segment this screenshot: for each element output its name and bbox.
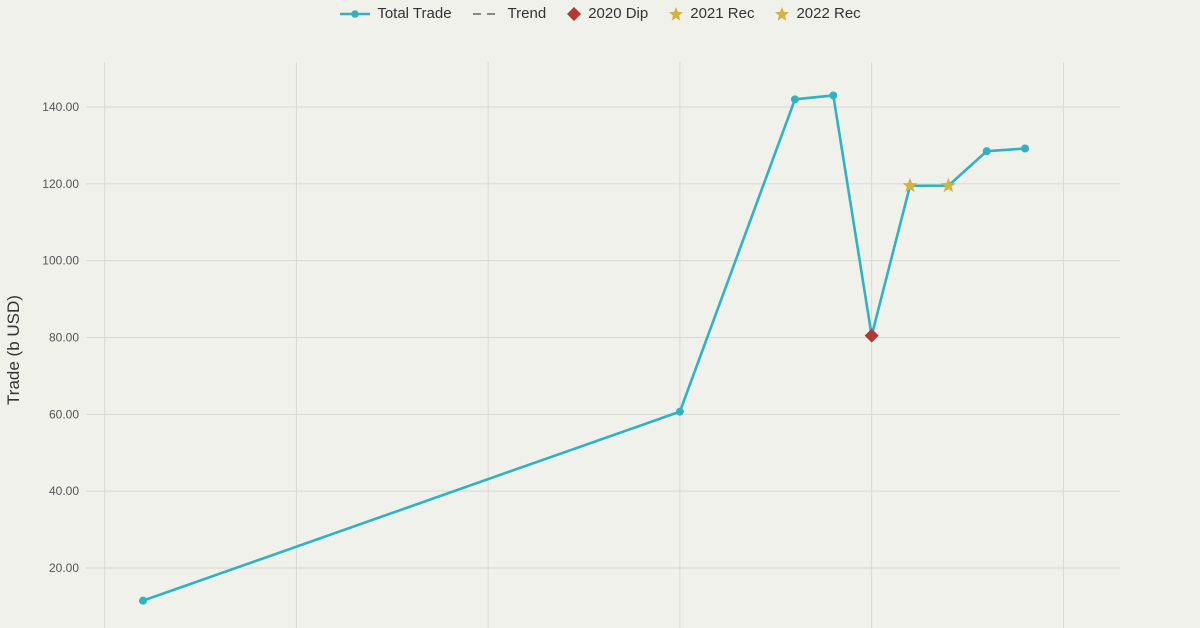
data-point <box>139 596 147 605</box>
y-tick-label: 80.00 <box>49 331 79 345</box>
data-point-star <box>902 177 918 193</box>
y-tick-label: 120.00 <box>42 177 79 191</box>
star-icon <box>669 6 684 21</box>
y-tick-label: 100.00 <box>42 254 79 268</box>
y-tick-label: 60.00 <box>49 407 79 421</box>
data-point <box>982 147 991 156</box>
data-point-star <box>940 177 956 193</box>
legend-label: 2021 Rec <box>690 5 755 22</box>
chart-legend: Total Trade Trend 2020 Dip 2021 Rec 2022… <box>0 5 1200 22</box>
data-point <box>790 95 799 104</box>
y-tick-label: 140.00 <box>42 100 79 114</box>
legend-label: 2020 Dip <box>588 5 649 22</box>
star-icon <box>775 6 790 21</box>
data-point <box>1021 144 1030 153</box>
data-point <box>829 91 838 100</box>
legend-label: 2022 Rec <box>796 5 861 22</box>
data-point <box>675 407 684 416</box>
legend-label: Total Trade <box>377 5 452 22</box>
y-tick-label: 40.00 <box>49 484 79 498</box>
legend-label: Trend <box>507 5 547 22</box>
series-line-total-trade <box>142 94 1026 602</box>
legend-item-2020-dip[interactable]: 2020 Dip <box>566 5 648 22</box>
legend-item-2021-rec[interactable]: 2021 Rec <box>668 5 754 22</box>
legend-item-total-trade[interactable]: Total Trade <box>339 5 452 22</box>
legend-item-trend[interactable]: Trend <box>472 5 547 22</box>
y-tick-label: 20.00 <box>49 561 79 575</box>
legend-item-2022-rec[interactable]: 2022 Rec <box>774 5 861 22</box>
dash-line-icon <box>472 12 501 15</box>
diamond-icon <box>567 6 582 21</box>
data-point-dip <box>864 328 879 343</box>
line-dot-icon <box>340 9 371 18</box>
